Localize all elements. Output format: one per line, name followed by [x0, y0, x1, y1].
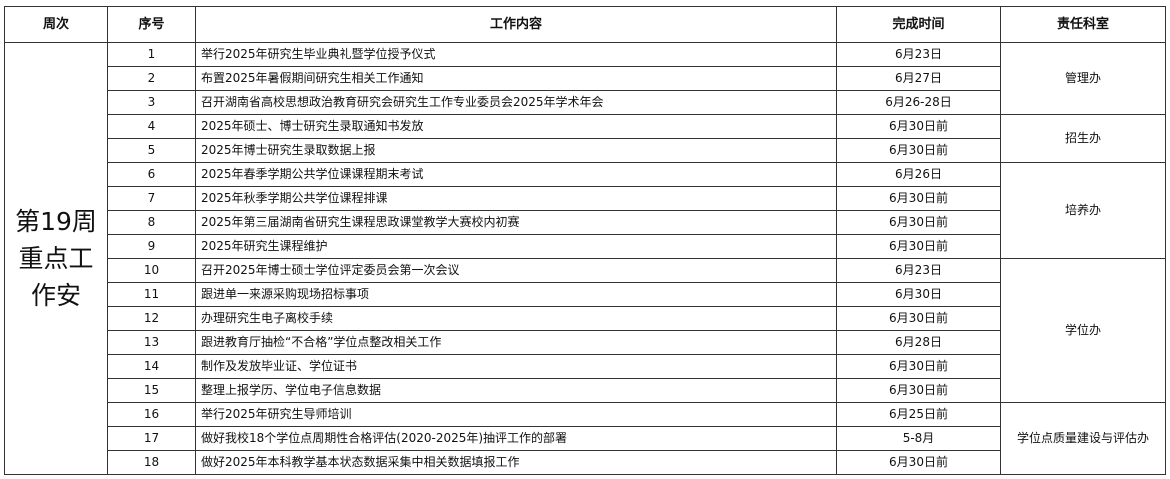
work-content: 召开2025年博士硕士学位评定委员会第一次会议: [195, 258, 837, 283]
row-number: 4: [107, 114, 196, 139]
work-content: 整理上报学历、学位电子信息数据: [195, 378, 837, 403]
table-row: 3 召开湖南省高校思想政治教育研究会研究生工作专业委员会2025年学术年会 6月26…: [5, 90, 1166, 115]
completion-time: 6月23日: [836, 42, 1001, 67]
work-content: 2025年博士研究生录取数据上报: [195, 138, 837, 163]
row-number: 13: [107, 330, 196, 355]
work-content: 举行2025年研究生毕业典礼暨学位授予仪式: [195, 42, 837, 67]
responsible-dept: 学位办: [1000, 258, 1166, 403]
work-content: 跟进教育厅抽检“不合格”学位点整改相关工作: [195, 330, 837, 355]
header-week: 周次: [4, 6, 108, 43]
row-number: 11: [107, 282, 196, 307]
table-row: 13 跟进教育厅抽检“不合格”学位点整改相关工作 6月28日: [5, 330, 1166, 355]
work-content: 做好我校18个学位点周期性合格评估(2020-2025年)抽评工作的部署: [195, 426, 837, 451]
table-row: 9 2025年研究生课程维护 6月30日前: [5, 234, 1166, 259]
row-number: 7: [107, 186, 196, 211]
table-row: 10 召开2025年博士硕士学位评定委员会第一次会议 6月23日 学位办: [5, 258, 1166, 403]
row-number: 2: [107, 66, 196, 91]
work-content: 2025年春季学期公共学位课课程期末考试: [195, 162, 837, 187]
header-content: 工作内容: [195, 6, 837, 43]
responsible-dept: 学位点质量建设与评估办: [1000, 402, 1166, 475]
work-content: 2025年秋季学期公共学位课程排课: [195, 186, 837, 211]
completion-time: 6月30日前: [836, 450, 1001, 475]
header-row: 周次 序号 工作内容 完成时间 责任科室: [4, 6, 1166, 43]
table-row: 7 2025年秋季学期公共学位课程排课 6月30日前: [5, 186, 1166, 211]
table-row: 18 做好2025年本科教学基本状态数据采集中相关数据填报工作 6月30日前: [5, 450, 1166, 475]
header-no: 序号: [107, 6, 196, 43]
header-time: 完成时间: [836, 6, 1001, 43]
completion-time: 6月30日: [836, 282, 1001, 307]
completion-time: 6月30日前: [836, 378, 1001, 403]
table-row: 11 跟进单一来源采购现场招标事项 6月30日: [5, 282, 1166, 307]
work-schedule-table: 周次 序号 工作内容 完成时间 责任科室 第19周重点工作安 1 举行2025年研究…: [4, 6, 1166, 475]
responsible-dept: 培养办: [1000, 162, 1166, 259]
completion-time: 6月25日前: [836, 402, 1001, 427]
work-content: 做好2025年本科教学基本状态数据采集中相关数据填报工作: [195, 450, 837, 475]
completion-time: 6月30日前: [836, 138, 1001, 163]
table-row: 2 布置2025年暑假期间研究生相关工作通知 6月27日: [5, 66, 1166, 91]
table-row: 15 整理上报学历、学位电子信息数据 6月30日前: [5, 378, 1166, 403]
row-number: 14: [107, 354, 196, 379]
completion-time: 6月30日前: [836, 306, 1001, 331]
row-number: 9: [107, 234, 196, 259]
work-content: 布置2025年暑假期间研究生相关工作通知: [195, 66, 837, 91]
completion-time: 6月30日前: [836, 114, 1001, 139]
work-content: 2025年第三届湖南省研究生课程思政课堂教学大赛校内初赛: [195, 210, 837, 235]
work-content: 召开湖南省高校思想政治教育研究会研究生工作专业委员会2025年学术年会: [195, 90, 837, 115]
row-number: 15: [107, 378, 196, 403]
work-content: 2025年硕士、博士研究生录取通知书发放: [195, 114, 837, 139]
completion-time: 6月28日: [836, 330, 1001, 355]
table-row: 14 制作及发放毕业证、学位证书 6月30日前: [5, 354, 1166, 379]
row-number: 3: [107, 90, 196, 115]
completion-time: 6月23日: [836, 258, 1001, 283]
work-content: 2025年研究生课程维护: [195, 234, 837, 259]
work-content: 跟进单一来源采购现场招标事项: [195, 282, 837, 307]
completion-time: 6月26日: [836, 162, 1001, 187]
work-content: 办理研究生电子离校手续: [195, 306, 837, 331]
work-content: 制作及发放毕业证、学位证书: [195, 354, 837, 379]
table-row: 4 2025年硕士、博士研究生录取通知书发放 6月30日前 招生办: [5, 114, 1166, 163]
row-number: 18: [107, 450, 196, 475]
completion-time: 5-8月: [836, 426, 1001, 451]
row-number: 8: [107, 210, 196, 235]
table-row: 第19周重点工作安 1 举行2025年研究生毕业典礼暨学位授予仪式 6月23日 管理办: [4, 42, 1166, 475]
table-row: 8 2025年第三届湖南省研究生课程思政课堂教学大赛校内初赛 6月30日前: [5, 210, 1166, 235]
row-number: 10: [107, 258, 196, 283]
row-number: 16: [107, 402, 196, 427]
completion-time: 6月30日前: [836, 210, 1001, 235]
completion-time: 6月27日: [836, 66, 1001, 91]
week-label: 第19周重点工作安: [4, 42, 108, 475]
table-row: 5 2025年博士研究生录取数据上报 6月30日前: [5, 138, 1166, 163]
completion-time: 6月30日前: [836, 354, 1001, 379]
row-number: 6: [107, 162, 196, 187]
table-row: 16 举行2025年研究生导师培训 6月25日前 学位点质量建设与评估办: [5, 402, 1166, 475]
table-row: 17 做好我校18个学位点周期性合格评估(2020-2025年)抽评工作的部署 5-…: [5, 426, 1166, 451]
completion-time: 6月26-28日: [836, 90, 1001, 115]
responsible-dept: 管理办: [1000, 42, 1166, 115]
completion-time: 6月30日前: [836, 234, 1001, 259]
responsible-dept: 招生办: [1000, 114, 1166, 163]
row-number: 5: [107, 138, 196, 163]
work-content: 举行2025年研究生导师培训: [195, 402, 837, 427]
table-row: 6 2025年春季学期公共学位课课程期末考试 6月26日 培养办: [5, 162, 1166, 259]
header-dept: 责任科室: [1000, 6, 1166, 43]
row-number: 12: [107, 306, 196, 331]
row-number: 17: [107, 426, 196, 451]
completion-time: 6月30日前: [836, 186, 1001, 211]
row-number: 1: [107, 42, 196, 67]
table-row: 12 办理研究生电子离校手续 6月30日前: [5, 306, 1166, 331]
